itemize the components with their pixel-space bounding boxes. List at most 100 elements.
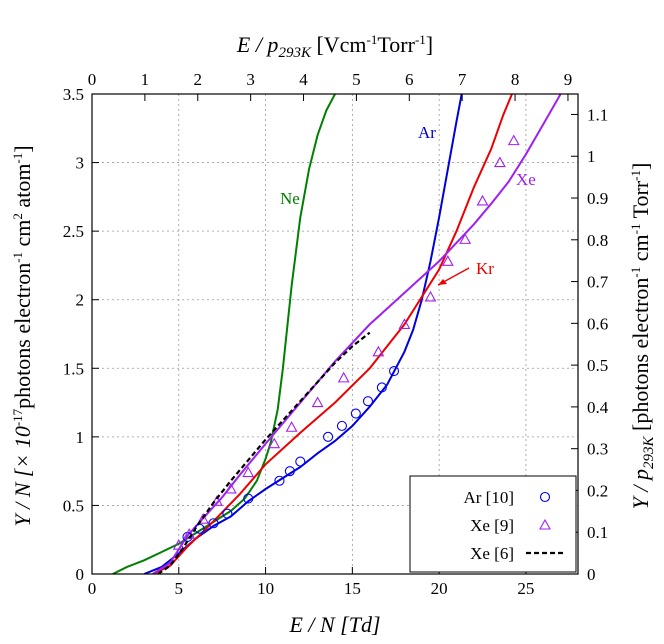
plot-frame <box>91 93 579 575</box>
x-tick-label: 10 <box>257 579 274 598</box>
y2-tick-label: 0.1 <box>587 523 608 542</box>
x2-tick-label: 5 <box>352 70 361 89</box>
y2-title-sup3: -1 <box>628 170 643 181</box>
x2-title-sub: 293K <box>278 45 312 61</box>
x2-tick-label: 8 <box>511 70 520 89</box>
data-point-ar-10 <box>350 408 361 419</box>
legend-box <box>409 475 577 573</box>
y-tick-label: 3 <box>76 154 85 173</box>
annotation-xe: Xe <box>516 170 536 189</box>
data-point-ar-10 <box>274 475 285 486</box>
y-tick-label: 1 <box>76 428 85 447</box>
x2-tick-label: 0 <box>88 70 97 89</box>
annotations: Ne Ar Xe Kr <box>280 123 536 286</box>
y2-tick-label: 0.2 <box>587 481 608 500</box>
y2-tick-label: 0.3 <box>587 440 608 459</box>
y2-tick-label: 0.9 <box>587 189 608 208</box>
data-point-xe-9 <box>285 421 298 432</box>
y2-title-mid: cm <box>628 234 653 266</box>
y-title-post3: atom <box>10 164 35 214</box>
data-point-xe-9 <box>372 345 385 357</box>
y2-title-end: ] <box>628 163 653 170</box>
x2-title-post: [Vcm <box>311 32 367 57</box>
legend: Ar [10] Xe [9] Xe [6] <box>409 475 577 573</box>
y2-tick-label: 0.7 <box>587 273 609 292</box>
legend-marker-xe-9 <box>539 518 551 530</box>
series-layer <box>112 94 562 574</box>
data-point-xe-9 <box>197 513 210 524</box>
y2-title-sub: 293K <box>641 435 657 469</box>
series-line-xe-6 <box>157 331 371 574</box>
data-point-xe-9 <box>224 482 237 494</box>
y-title-post: photons electron <box>10 263 35 409</box>
data-point-xe-9 <box>242 466 255 478</box>
series-line-ne <box>112 94 336 574</box>
series-line-ar <box>143 94 463 574</box>
annotation-ar: Ar <box>418 123 436 142</box>
data-point-xe-9 <box>211 495 223 506</box>
annotation-kr: Kr <box>476 259 494 278</box>
x2-title-end: ] <box>426 32 433 57</box>
y-title-post2: cm <box>10 220 35 252</box>
y-tick-label: 2.5 <box>63 222 84 241</box>
x2-tick-label: 7 <box>458 70 467 89</box>
y2-title-pre: Y / p <box>628 469 653 509</box>
y-title-sup2: -1 <box>10 252 25 263</box>
y2-tick-label: 0.4 <box>587 398 609 417</box>
x-axis-title: E / N [Td] <box>288 612 380 637</box>
x-tick-label: 20 <box>431 579 448 598</box>
x2-title-sup1: -1 <box>367 32 378 47</box>
x2-tick-label: 3 <box>246 70 255 89</box>
y2-title-mid2: Torr <box>628 180 653 223</box>
legend-label: Xe [9] <box>470 516 514 535</box>
x-tick-label: 25 <box>517 579 534 598</box>
x2-tick-label: 6 <box>405 70 414 89</box>
y2-title-post: [photons electron <box>628 278 653 437</box>
y2-tick-label: 1.1 <box>587 105 608 124</box>
data-point-xe-9 <box>476 194 489 206</box>
data-point-xe-9 <box>268 437 281 449</box>
y2-title-sup2: -1 <box>628 224 643 235</box>
x2-title-mid: Torr <box>377 32 415 57</box>
data-point-xe-9 <box>493 156 506 168</box>
x-tick-label: 0 <box>88 579 97 598</box>
x2-tick-label: 2 <box>194 70 203 89</box>
data-point-xe-9 <box>441 255 454 266</box>
data-point-ar-10 <box>376 382 387 393</box>
y-tick-label: 2 <box>76 291 85 310</box>
data-point-ar-10 <box>388 365 400 377</box>
data-point-ar-10 <box>208 518 219 529</box>
y2-tick-label: 0.5 <box>587 356 608 375</box>
data-point-xe-9 <box>398 318 411 329</box>
y2-tick-label: 0.8 <box>587 231 608 250</box>
y-axis-title: Y / N [× 10-17photons electron-1 cm2 ato… <box>10 145 35 526</box>
y-title-end: ] <box>10 145 35 152</box>
x2-tick-label: 4 <box>299 70 308 89</box>
legend-label: Xe [6] <box>470 544 514 563</box>
series-line-xe <box>152 94 562 574</box>
y-tick-label: 3.5 <box>63 85 84 104</box>
y2-axis-title: Y / p293K [photons electron-1 cm-1 Torr-… <box>628 163 657 510</box>
data-point-ar-10 <box>362 396 374 407</box>
x-tick-label: 5 <box>175 579 184 598</box>
data-point-xe-9 <box>507 134 520 146</box>
data-point-xe-9 <box>424 290 437 302</box>
annotation-ne: Ne <box>280 189 300 208</box>
data-point-ar-10 <box>284 466 295 477</box>
y-title-sup4: -1 <box>10 153 25 164</box>
data-point-xe-9 <box>337 371 350 383</box>
y-title-sup3: 2 <box>10 213 25 220</box>
data-point-ar-10 <box>323 431 334 442</box>
x2-tick-label: 9 <box>564 70 573 89</box>
legend-label: Ar [10] <box>463 488 514 507</box>
y2-tick-label: 1 <box>587 147 596 166</box>
data-point-xe-9 <box>459 233 472 244</box>
y-title-sup: -17 <box>10 408 25 426</box>
series-line-kr <box>152 94 513 574</box>
legend-marker-ar-10 <box>539 491 551 503</box>
y2-tick-label: 0 <box>587 565 596 584</box>
data-point-ar-10 <box>243 493 254 504</box>
data-point-ar-10 <box>336 420 347 431</box>
